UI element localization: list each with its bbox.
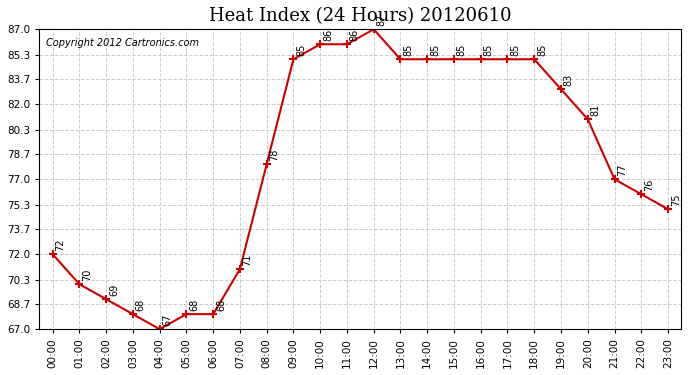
Text: 71: 71 <box>243 254 253 266</box>
Text: 69: 69 <box>109 284 119 296</box>
Text: 68: 68 <box>136 299 146 311</box>
Text: 68: 68 <box>216 299 226 311</box>
Text: 85: 85 <box>537 44 547 57</box>
Text: 75: 75 <box>671 194 681 206</box>
Text: 85: 85 <box>511 44 520 57</box>
Text: 85: 85 <box>403 44 413 57</box>
Text: 81: 81 <box>591 104 600 117</box>
Text: 85: 85 <box>296 44 306 57</box>
Text: 85: 85 <box>457 44 466 57</box>
Text: 78: 78 <box>269 149 279 162</box>
Text: 70: 70 <box>82 269 92 281</box>
Text: 72: 72 <box>55 239 66 251</box>
Text: 86: 86 <box>323 29 333 42</box>
Text: 83: 83 <box>564 74 574 87</box>
Text: 86: 86 <box>350 29 359 42</box>
Text: 85: 85 <box>430 44 440 57</box>
Text: 87: 87 <box>377 14 386 27</box>
Text: 67: 67 <box>162 314 172 326</box>
Text: 77: 77 <box>618 164 627 176</box>
Text: 76: 76 <box>644 179 654 191</box>
Text: 85: 85 <box>484 44 493 57</box>
Title: Heat Index (24 Hours) 20120610: Heat Index (24 Hours) 20120610 <box>209 7 511 25</box>
Text: Copyright 2012 Cartronics.com: Copyright 2012 Cartronics.com <box>46 38 199 48</box>
Text: 68: 68 <box>189 299 199 311</box>
